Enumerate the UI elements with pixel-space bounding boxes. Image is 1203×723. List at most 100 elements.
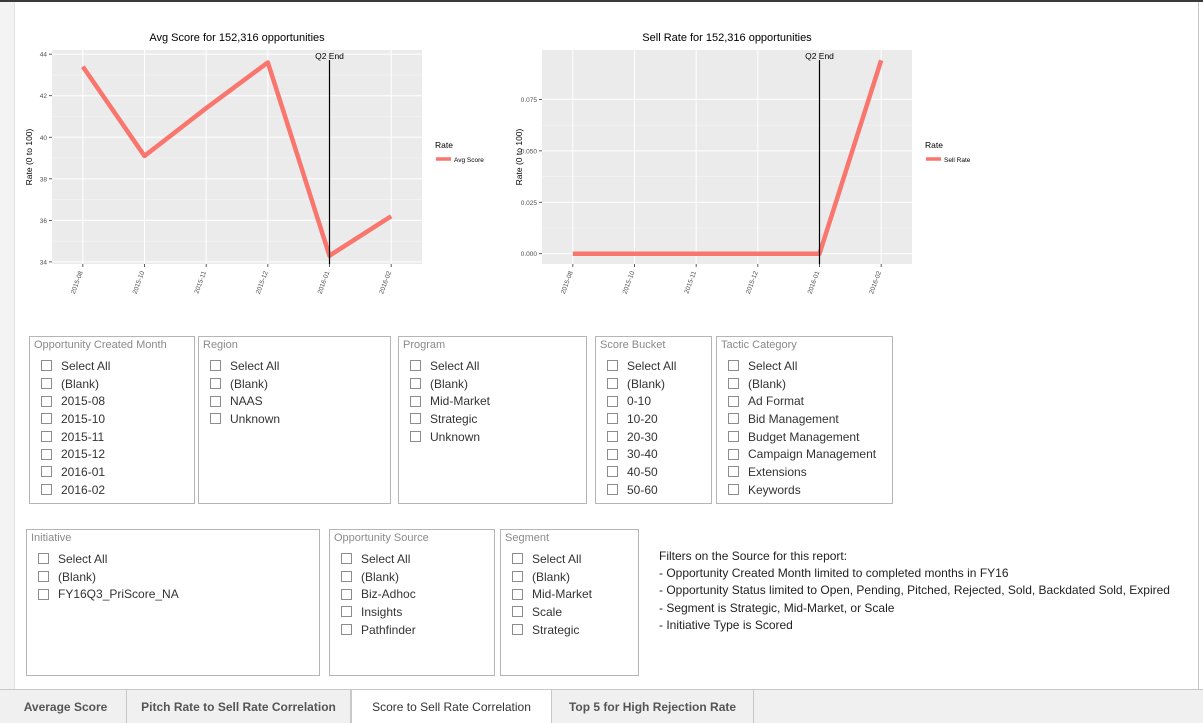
checkbox[interactable] [210,395,221,407]
slicer-item-label: Select All [430,358,480,373]
checkbox[interactable] [607,466,618,478]
checkbox[interactable] [410,378,421,390]
slicer-item[interactable]: Biz-Adhoc [341,585,416,603]
checkbox[interactable] [728,378,739,390]
slicer-item[interactable]: Select All [607,357,676,375]
tab-average-score[interactable]: Average Score [5,690,127,723]
checkbox[interactable] [607,360,618,372]
checkbox[interactable] [410,431,421,443]
checkbox[interactable] [410,413,421,425]
slicer-item[interactable]: 2015-08 [41,392,110,410]
checkbox[interactable] [728,360,739,372]
slicer-item[interactable]: (Blank) [728,375,876,393]
slicer-item[interactable]: Insights [341,603,416,621]
checkbox[interactable] [512,571,523,583]
slicer-item[interactable]: 2015-11 [41,428,110,446]
slicer-item[interactable]: NAAS [210,392,280,410]
checkbox[interactable] [728,466,739,478]
slicer-item[interactable]: Unknown [210,410,280,428]
checkbox[interactable] [341,571,352,583]
slicer-item[interactable]: Scale [512,603,592,621]
slicer-item[interactable]: (Blank) [341,568,416,586]
slicer-item[interactable]: Campaign Management [728,445,876,463]
slicer-item[interactable]: (Blank) [512,568,592,586]
slicer-item[interactable]: Select All [512,550,592,568]
slicer-item[interactable]: 50-60 [607,481,676,499]
slicer-item[interactable]: Keywords [728,481,876,499]
checkbox[interactable] [410,360,421,372]
slicer-item[interactable]: 30-40 [607,445,676,463]
checkbox[interactable] [38,588,49,600]
checkbox[interactable] [38,553,49,565]
slicer-item[interactable]: Strategic [410,410,490,428]
slicer-item-label: Bid Management [748,411,839,426]
slicer-item[interactable]: Select All [38,550,179,568]
checkbox[interactable] [728,448,739,460]
slicer-item[interactable]: Extensions [728,463,876,481]
slicer-item[interactable]: 2015-12 [41,445,110,463]
checkbox[interactable] [341,624,352,636]
checkbox[interactable] [41,431,52,443]
checkbox[interactable] [607,395,618,407]
slicer-item[interactable]: (Blank) [41,375,110,393]
slicer-item[interactable]: Select All [341,550,416,568]
checkbox[interactable] [607,413,618,425]
checkbox[interactable] [38,571,49,583]
slicer-item[interactable]: Mid-Market [410,392,490,410]
checkbox[interactable] [41,395,52,407]
checkbox[interactable] [341,606,352,618]
checkbox[interactable] [41,466,52,478]
slicer-item[interactable]: 0-10 [607,392,676,410]
slicer-item[interactable]: (Blank) [210,375,280,393]
checkbox[interactable] [41,360,52,372]
checkbox[interactable] [607,378,618,390]
checkbox[interactable] [341,588,352,600]
slicer-item[interactable]: Unknown [410,428,490,446]
slicer-item[interactable]: Pathfinder [341,621,416,639]
slicer-item[interactable]: Select All [728,357,876,375]
checkbox[interactable] [341,553,352,565]
slicer-item[interactable]: Select All [410,357,490,375]
slicer-item[interactable]: Budget Management [728,428,876,446]
checkbox[interactable] [41,484,52,496]
checkbox[interactable] [41,413,52,425]
slicer-item[interactable]: Ad Format [728,392,876,410]
slicer-item[interactable]: 2016-01 [41,463,110,481]
slicer-item[interactable]: 2016-02 [41,481,110,499]
slicer-item[interactable]: Bid Management [728,410,876,428]
checkbox[interactable] [607,484,618,496]
checkbox[interactable] [512,606,523,618]
checkbox[interactable] [210,378,221,390]
checkbox[interactable] [728,413,739,425]
checkbox[interactable] [210,413,221,425]
checkbox[interactable] [728,395,739,407]
checkbox[interactable] [210,360,221,372]
slicer-item[interactable]: (Blank) [607,375,676,393]
tab-pitch-rate-to-sell-rate-correlation[interactable]: Pitch Rate to Sell Rate Correlation [127,690,351,723]
slicer-item[interactable]: Strategic [512,621,592,639]
checkbox[interactable] [607,448,618,460]
slicer-item[interactable]: Mid-Market [512,585,592,603]
checkbox[interactable] [512,588,523,600]
slicer-item[interactable]: 2015-10 [41,410,110,428]
checkbox[interactable] [728,431,739,443]
slicer-item[interactable]: 10-20 [607,410,676,428]
slicer-item-label: Mid-Market [532,587,593,602]
slicer-item[interactable]: FY16Q3_PriScore_NA [38,585,179,603]
checkbox[interactable] [728,484,739,496]
checkbox[interactable] [41,378,52,390]
slicer-item[interactable]: Select All [210,357,280,375]
tab-top-5-for-high-rejection-rate[interactable]: Top 5 for High Rejection Rate [552,690,754,723]
slicer-item[interactable]: (Blank) [38,568,179,586]
checkbox[interactable] [41,448,52,460]
checkbox[interactable] [512,624,523,636]
checkbox[interactable] [512,553,523,565]
tab-score-to-sell-rate-correlation[interactable]: Score to Sell Rate Correlation [351,690,552,723]
slicer-item[interactable]: (Blank) [410,375,490,393]
slicer-item[interactable]: Select All [41,357,110,375]
slicer-item-label: Strategic [532,622,580,637]
checkbox[interactable] [410,395,421,407]
checkbox[interactable] [607,431,618,443]
slicer-item[interactable]: 20-30 [607,428,676,446]
slicer-item[interactable]: 40-50 [607,463,676,481]
